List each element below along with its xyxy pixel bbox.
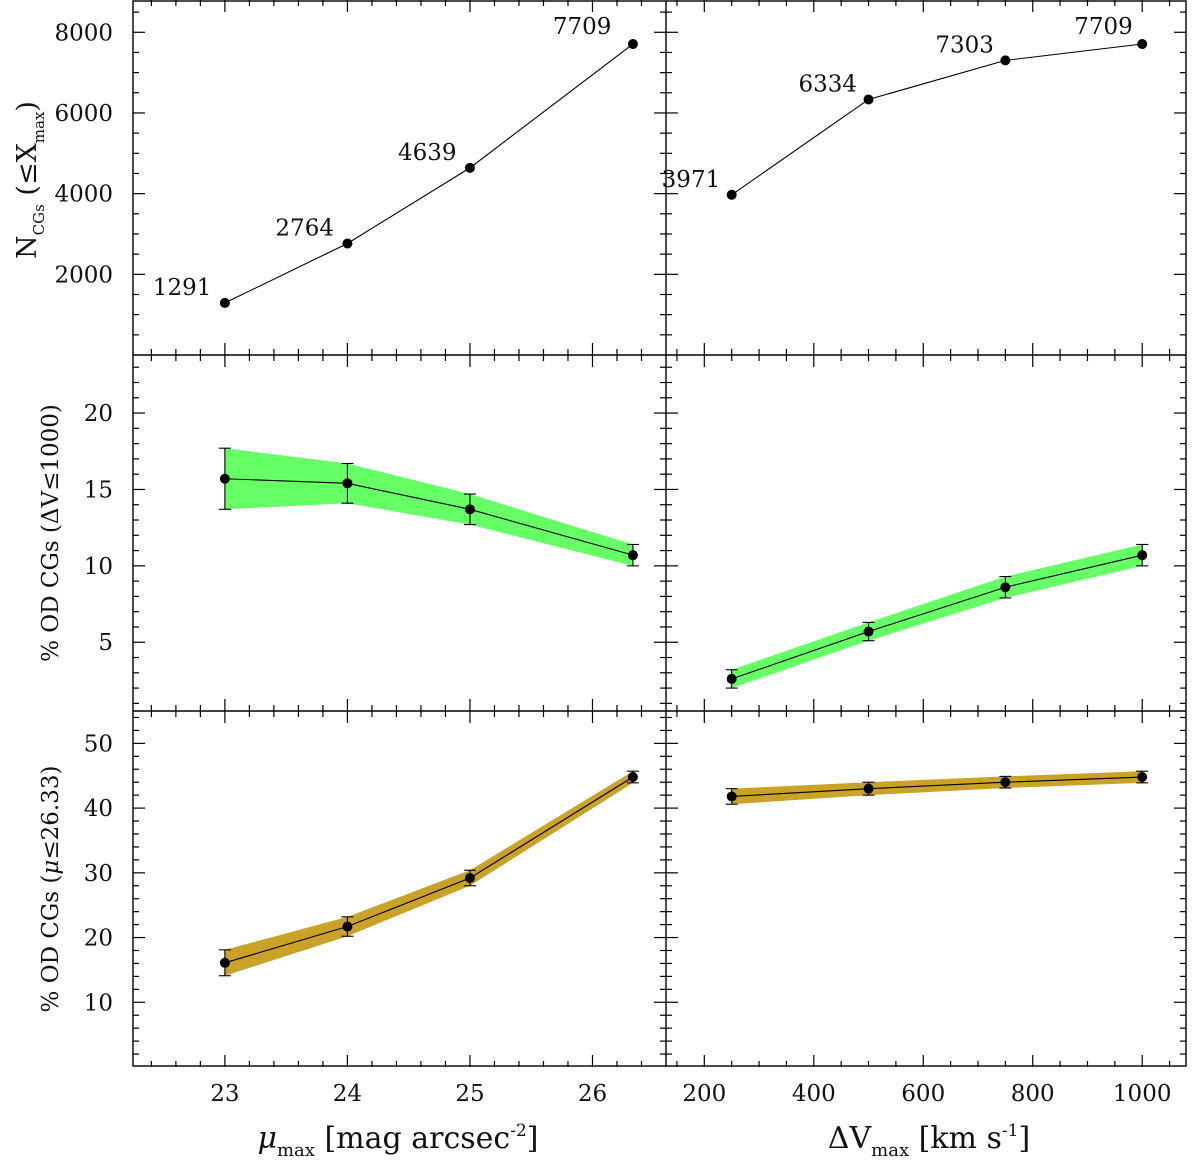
data-point-bot-right-0 (726, 791, 737, 802)
data-point-top-right-0 (726, 189, 737, 200)
panel-bot-left: 10 20 30 40 50 23 24 25 26 (84, 711, 666, 1107)
y-axis-label-middle: % OD CGs (ΔV≤1000) (38, 404, 64, 662)
y-tick-label-top-left: 4000 (54, 182, 113, 208)
y-tick-label-top-left: 6000 (54, 101, 113, 127)
y-tick-label-mid-left: 5 (98, 630, 113, 656)
data-point-top-left-1 (342, 238, 353, 249)
series-line-bot-right (731, 776, 1143, 797)
data-point-bot-right-3 (1137, 772, 1148, 783)
x-axis-label-left: μmax [mag arcsec-2] (257, 1121, 538, 1160)
point-label-top-left-1: 2764 (275, 215, 334, 241)
x-tick-label-bot-left: 25 (455, 1081, 484, 1107)
point-label-top-left-0: 1291 (153, 275, 212, 301)
data-point-mid-right-3 (1137, 550, 1148, 561)
x-axis-label-right: ΔVmax [km s-1] (828, 1121, 1030, 1160)
panels-layer: 1291 2764 4639 7709 2000 4000 6000 8000 3971 6334… (54, 0, 1186, 1107)
y-tick-label-bot-left: 50 (84, 731, 113, 757)
x-tick-label-bot-right: 600 (901, 1081, 945, 1107)
y-axis-label-bottom: % OD CGs (μ≤26.33) (38, 766, 64, 1013)
series-line-bot-left (224, 776, 634, 964)
y-tick-label-mid-left: 15 (84, 477, 113, 503)
series-line-top-left (224, 43, 634, 304)
point-label-top-right-0: 3971 (662, 167, 721, 193)
point-label-top-left-2: 4639 (398, 140, 457, 166)
data-point-bot-left-3 (627, 772, 638, 783)
series-line-mid-right (731, 554, 1143, 680)
y-axis-label-top: NCGs (≤Xmax) (12, 101, 48, 259)
outer-frame (132, 0, 1187, 1067)
band-bot-right (731, 771, 1143, 805)
data-point-mid-left-2 (464, 504, 475, 515)
data-point-mid-right-0 (726, 673, 737, 684)
point-label-top-right-3: 7709 (1074, 14, 1133, 40)
y-tick-label-mid-left: 20 (84, 401, 113, 427)
data-point-mid-left-0 (219, 473, 230, 484)
x-tick-label-bot-right: 1000 (1113, 1081, 1172, 1107)
data-point-top-left-0 (219, 297, 230, 308)
y-tick-label-bot-left: 10 (84, 990, 113, 1016)
panel-bot-right: 200 400 600 800 1000 (666, 711, 1186, 1107)
x-tick-label-bot-left: 23 (210, 1081, 239, 1107)
data-point-mid-right-2 (1000, 582, 1011, 593)
data-point-bot-right-2 (1000, 777, 1011, 788)
data-point-mid-left-1 (342, 478, 353, 489)
data-point-bot-right-1 (863, 783, 874, 794)
data-point-bot-left-0 (219, 957, 230, 968)
panel-mid-left: 5 10 15 20 (84, 355, 666, 711)
x-tick-label-bot-right: 400 (792, 1081, 836, 1107)
x-tick-label-bot-right: 200 (682, 1081, 726, 1107)
y-tick-label-mid-left: 10 (84, 554, 113, 580)
data-point-top-left-2 (464, 162, 475, 173)
y-tick-label-bot-left: 20 (84, 926, 113, 952)
y-tick-label-bot-left: 30 (84, 861, 113, 887)
data-point-bot-left-2 (464, 872, 475, 883)
data-point-top-right-3 (1137, 39, 1148, 50)
data-point-mid-right-1 (863, 626, 874, 637)
y-tick-label-bot-left: 40 (84, 796, 113, 822)
point-label-top-right-1: 6334 (799, 71, 858, 97)
panel-mid-right (666, 355, 1186, 711)
panel-top-left: 1291 2764 4639 7709 2000 4000 6000 8000 (54, 0, 666, 355)
series-line-mid-left (224, 478, 634, 556)
point-label-top-right-2: 7303 (935, 32, 994, 58)
series-line-top-right (731, 43, 1143, 196)
y-tick-label-top-left: 2000 (54, 262, 113, 288)
x-tick-label-bot-left: 24 (333, 1081, 362, 1107)
data-point-top-right-2 (1000, 55, 1011, 66)
frames-layer (132, 0, 1187, 1067)
band-mid-left (224, 448, 633, 566)
x-tick-label-bot-right: 800 (1011, 1081, 1055, 1107)
data-point-bot-left-1 (342, 921, 353, 932)
band-bot-left (224, 771, 633, 976)
panel-top-right: 3971 6334 7303 7709 (662, 0, 1186, 355)
x-tick-label-bot-left: 26 (578, 1081, 607, 1107)
band-mid-right (731, 544, 1143, 689)
data-point-top-right-1 (863, 94, 874, 105)
y-tick-label-top-left: 8000 (54, 20, 113, 46)
point-label-top-left-3: 7709 (553, 14, 612, 40)
data-point-mid-left-3 (627, 550, 638, 561)
data-point-top-left-3 (627, 39, 638, 50)
